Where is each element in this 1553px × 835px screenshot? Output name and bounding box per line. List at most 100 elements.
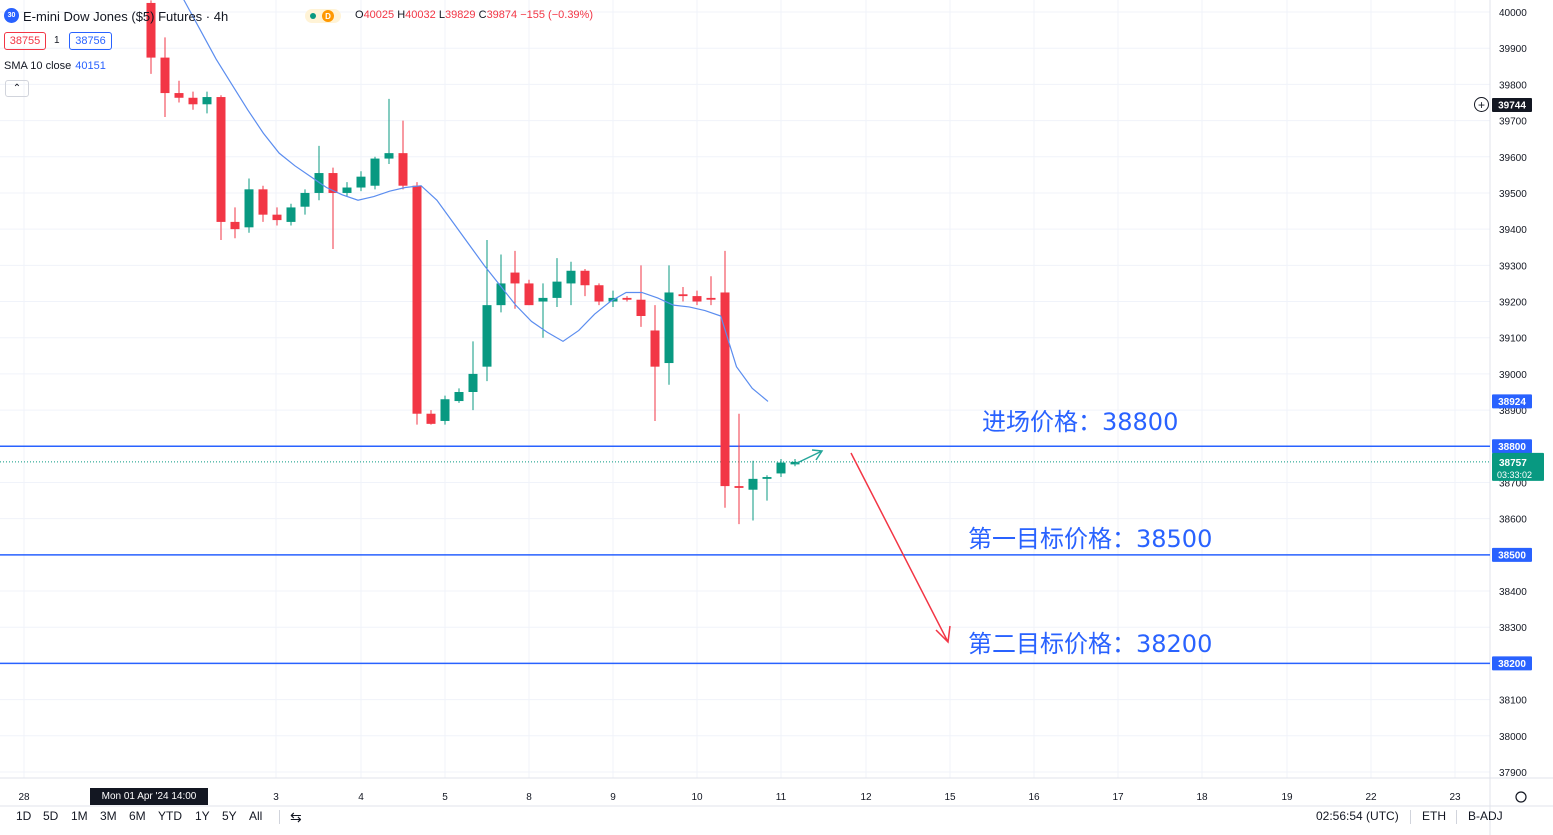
- back-adjust-button[interactable]: B-ADJ: [1468, 809, 1503, 823]
- candle-body: [510, 272, 520, 284]
- chevron-up-icon: ⌃: [12, 83, 22, 94]
- time-tick-label: 28: [18, 792, 30, 803]
- candle-body: [300, 192, 310, 207]
- price-tick-label: 38700: [1499, 478, 1527, 489]
- candle-body: [468, 373, 478, 392]
- crosshair-date-label: Mon 01 Apr '24 14:00: [90, 788, 208, 805]
- candle-body: [356, 176, 366, 188]
- price-tick-label: 39300: [1499, 261, 1527, 272]
- candle-body: [580, 270, 590, 286]
- low-label: L: [438, 9, 445, 21]
- price-tick-label: 38400: [1499, 587, 1527, 598]
- countdown-label: 03:33:02: [1497, 470, 1532, 480]
- settings-gear-icon: [1515, 791, 1527, 803]
- time-tick-label: 12: [860, 792, 872, 803]
- price-tick-label: 39100: [1499, 334, 1527, 345]
- ohlc-readout: O40025 H40032 L39829 C39874 −155 (−0.39%…: [355, 9, 593, 21]
- collapse-legend-button[interactable]: ⌃: [5, 80, 29, 97]
- time-tick-label: 5: [442, 792, 448, 803]
- buy-price-button[interactable]: 38756: [69, 32, 112, 50]
- high-label: H: [397, 9, 406, 21]
- time-tick-label: 10: [691, 792, 703, 803]
- bottom-toolbar: 1D 5D 1M 3M 6M YTD 1Y 5Y All ⇆ 02:56:54 …: [0, 806, 1553, 835]
- toolbar-divider: [1456, 810, 1457, 824]
- entry-line-label: 38800: [1498, 442, 1526, 453]
- candle-body: [230, 221, 240, 230]
- time-tick-label: 18: [1196, 792, 1208, 803]
- time-tick-label: 23: [1449, 792, 1461, 803]
- range-1y-button[interactable]: 1Y: [195, 809, 210, 823]
- entry-line-label-bg: [1492, 439, 1532, 454]
- candle-body: [398, 153, 408, 186]
- candle-body: [202, 97, 212, 105]
- candle-body: [342, 187, 352, 193]
- candle-body: [594, 285, 604, 302]
- current-price-label: 38757: [1499, 458, 1527, 469]
- delayed-badge: D: [322, 10, 334, 22]
- range-3m-button[interactable]: 3M: [100, 809, 117, 823]
- high-marker-label: 39744: [1498, 101, 1526, 112]
- price-tick-label: 37900: [1499, 768, 1527, 779]
- candle-body: [678, 294, 688, 297]
- time-tick-label: 17: [1112, 792, 1124, 803]
- session-eth-button[interactable]: ETH: [1422, 809, 1446, 823]
- open-value: 40025: [363, 9, 395, 21]
- range-1d-button[interactable]: 1D: [16, 809, 32, 823]
- candle-body: [412, 185, 422, 414]
- candle-body: [720, 292, 730, 487]
- close-value: 39874: [486, 9, 518, 21]
- time-tick-label: 16: [1028, 792, 1040, 803]
- target2-line-label: 38200: [1498, 659, 1526, 670]
- candle-body: [748, 478, 758, 490]
- range-1m-button[interactable]: 1M: [71, 809, 88, 823]
- up-arrow-drawing: [794, 449, 824, 465]
- candle-body: [160, 57, 170, 94]
- utc-clock[interactable]: 02:56:54 (UTC): [1316, 809, 1399, 823]
- open-label: O: [355, 9, 364, 21]
- candle-body: [496, 283, 506, 306]
- sma-indicator-legend[interactable]: SMA 10 close 40151: [4, 60, 106, 72]
- spread-value: 1: [54, 35, 60, 46]
- candle-body: [622, 297, 632, 300]
- candle-body: [328, 173, 338, 193]
- time-tick-label: 3: [273, 792, 279, 803]
- candle-body: [258, 189, 268, 215]
- chart-title[interactable]: E-mini Dow Jones ($5) Futures · 4h: [23, 9, 229, 24]
- candle-body: [286, 207, 296, 222]
- range-5y-button[interactable]: 5Y: [222, 809, 237, 823]
- low-value: 39829: [444, 9, 476, 21]
- toolbar-divider: [279, 810, 280, 824]
- price-tick-label: 38000: [1499, 732, 1527, 743]
- high-value: 40032: [405, 9, 436, 21]
- target1-annotation: 第一目标价格：38500: [968, 525, 1213, 553]
- candle-body: [244, 189, 254, 228]
- down-arrow-drawing: [850, 452, 951, 644]
- close-label: C: [478, 9, 487, 21]
- sma-line: [183, 0, 769, 402]
- candle-body: [272, 214, 282, 221]
- sma-indicator-name: SMA 10 close: [4, 60, 72, 72]
- price-tick-label: 40000: [1499, 8, 1527, 19]
- range-6m-button[interactable]: 6M: [129, 809, 146, 823]
- sell-price-button[interactable]: 38755: [4, 32, 46, 50]
- range-ytd-button[interactable]: YTD: [158, 809, 182, 823]
- time-tick-label: 11: [776, 792, 787, 803]
- candle-body: [174, 93, 184, 98]
- time-tick-label: 19: [1281, 792, 1293, 803]
- time-tick-label: 9: [610, 792, 616, 803]
- candle-body: [636, 299, 646, 316]
- goto-date-icon[interactable]: ⇆: [290, 809, 302, 825]
- price-tick-label: 39500: [1499, 189, 1527, 200]
- candle-body: [454, 392, 464, 402]
- candle-body: [692, 296, 702, 302]
- market-status[interactable]: D: [305, 9, 341, 23]
- sma-last-label: 38924: [1498, 397, 1526, 408]
- range-5d-button[interactable]: 5D: [43, 809, 59, 823]
- time-tick-label: 15: [944, 792, 956, 803]
- price-tick-label: 39800: [1499, 80, 1527, 91]
- candle-body: [538, 297, 548, 302]
- add-plus-icon[interactable]: +: [1474, 97, 1489, 112]
- range-all-button[interactable]: All: [249, 809, 263, 823]
- price-tick-label: 38300: [1499, 623, 1527, 634]
